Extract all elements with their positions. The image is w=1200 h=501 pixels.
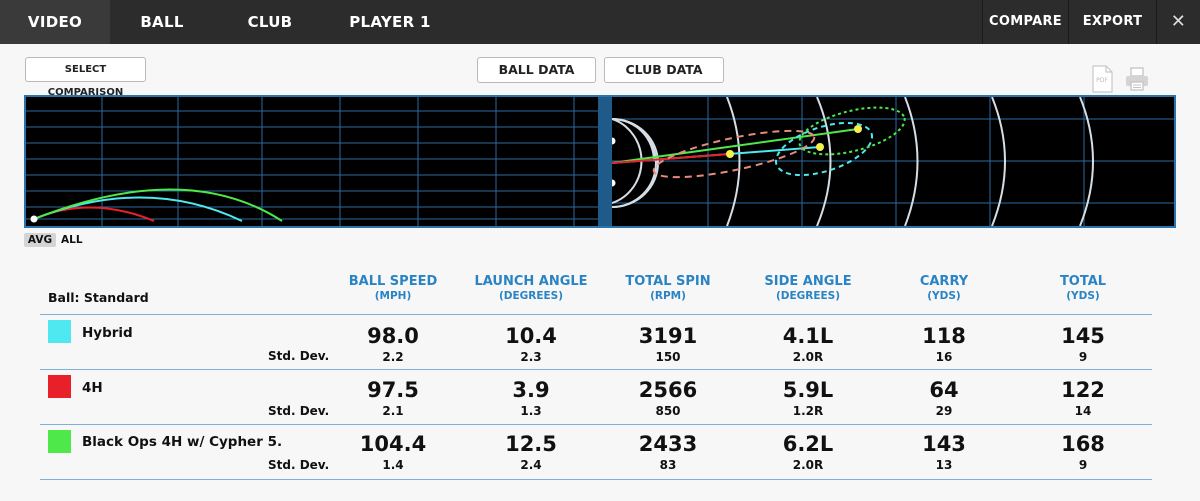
std-side-angle: 2.0R (792, 458, 824, 472)
landing-blackops (854, 125, 862, 133)
row-name-blackops: Black Ops 4H w/ Cypher 5. (82, 434, 283, 450)
avg-toggle[interactable]: AVG (24, 233, 56, 247)
trajectory-hybrid (33, 196, 243, 222)
std-carry: 13 (935, 458, 953, 472)
dispersion-grid (612, 97, 1174, 226)
std-total-spin: 83 (659, 458, 677, 472)
value-total: 145 (1061, 324, 1105, 348)
line-4h (612, 153, 731, 164)
std-side-angle: 2.0R (792, 350, 824, 364)
col-header-total: TOTAL (YDS) (1059, 274, 1107, 302)
std-dev-label: Std. Dev. (268, 458, 330, 472)
value-ball-speed: 104.4 (359, 432, 427, 456)
std-launch-angle: 1.3 (520, 404, 542, 418)
std-total-spin: 850 (655, 404, 681, 418)
std-carry: 29 (935, 404, 953, 418)
color-swatch-blackops (48, 430, 71, 453)
select-comparison-button[interactable]: SELECT COMPARISON (25, 57, 146, 98)
row-name-4h: 4H (82, 380, 103, 396)
std-ball-speed: 1.4 (382, 458, 404, 472)
dispersion-top-view (612, 97, 1174, 226)
tee-marker-bottom (612, 179, 616, 187)
table-divider (40, 369, 1152, 370)
ball-type-label: Ball: Standard (48, 290, 149, 305)
value-launch-angle: 10.4 (505, 324, 557, 348)
row-name-hybrid: Hybrid (82, 325, 133, 341)
dispersion-blackops (798, 106, 906, 156)
std-carry: 16 (935, 350, 953, 364)
compare-button[interactable]: COMPARE (982, 0, 1068, 44)
print-icon[interactable] (1124, 66, 1150, 92)
value-total-spin: 2566 (638, 378, 698, 402)
tab-club[interactable]: CLUB (247, 13, 293, 31)
std-total: 14 (1074, 404, 1092, 418)
std-total-spin: 150 (655, 350, 681, 364)
std-ball-speed: 2.2 (382, 350, 404, 364)
tab-player-1[interactable]: PLAYER 1 (349, 13, 431, 31)
tab-video[interactable]: VIDEO (0, 0, 110, 44)
dispersion-4h (652, 129, 816, 179)
panel-divider (598, 97, 612, 226)
trajectory-grid (26, 97, 598, 226)
landing-4h (726, 150, 734, 158)
tab-ball[interactable]: BALL (140, 13, 184, 31)
value-ball-speed: 98.0 (367, 324, 419, 348)
std-dev-label: Std. Dev. (268, 349, 330, 363)
value-launch-angle: 3.9 (512, 378, 550, 402)
color-swatch-hybrid (48, 320, 71, 343)
line-blackops (612, 128, 859, 164)
std-launch-angle: 2.4 (520, 458, 542, 472)
tee-marker (30, 215, 38, 223)
value-total-spin: 2433 (638, 432, 698, 456)
value-total-spin: 3191 (638, 324, 698, 348)
tee-marker-top (612, 137, 616, 145)
value-ball-speed: 97.5 (367, 378, 419, 402)
dispersion-hybrid (774, 121, 874, 177)
table-divider (40, 314, 1152, 315)
value-total: 168 (1061, 432, 1105, 456)
color-swatch-4h (48, 375, 71, 398)
table-divider (40, 424, 1152, 425)
std-total: 9 (1078, 458, 1088, 472)
value-carry: 64 (929, 378, 959, 402)
col-header-side-angle: SIDE ANGLE (DEGREES) (764, 274, 852, 302)
std-launch-angle: 2.3 (520, 350, 542, 364)
value-side-angle: 5.9L (782, 378, 834, 402)
pdf-icon-label: PDF (1096, 77, 1108, 84)
col-header-carry: CARRY (YDS) (919, 274, 969, 302)
top-nav-bar: VIDEO BALL CLUB PLAYER 1 COMPARE EXPORT … (0, 0, 1200, 44)
close-icon[interactable]: ✕ (1156, 0, 1200, 44)
col-header-ball-speed: BALL SPEED (MPH) (348, 274, 438, 302)
value-carry: 143 (922, 432, 966, 456)
value-total: 122 (1061, 378, 1105, 402)
landing-hybrid (816, 143, 824, 151)
pdf-icon[interactable]: PDF (1091, 65, 1113, 93)
table-divider (40, 479, 1152, 480)
export-button[interactable]: EXPORT (1068, 0, 1156, 44)
std-total: 9 (1078, 350, 1088, 364)
club-data-button[interactable]: CLUB DATA (604, 57, 724, 83)
value-carry: 118 (922, 324, 966, 348)
std-dev-label: Std. Dev. (268, 404, 330, 418)
value-side-angle: 6.2L (782, 432, 834, 456)
std-ball-speed: 2.1 (382, 404, 404, 418)
shot-visualization (24, 95, 1176, 228)
trajectory-side-view (26, 97, 598, 226)
all-toggle[interactable]: ALL (61, 234, 83, 246)
value-launch-angle: 12.5 (505, 432, 557, 456)
col-header-launch-angle: LAUNCH ANGLE (DEGREES) (474, 274, 588, 302)
trajectory-blackops (33, 188, 283, 222)
ball-data-button[interactable]: BALL DATA (477, 57, 596, 83)
value-side-angle: 4.1L (782, 324, 834, 348)
col-header-total-spin: TOTAL SPIN (RPM) (625, 274, 711, 302)
std-side-angle: 1.2R (792, 404, 824, 418)
